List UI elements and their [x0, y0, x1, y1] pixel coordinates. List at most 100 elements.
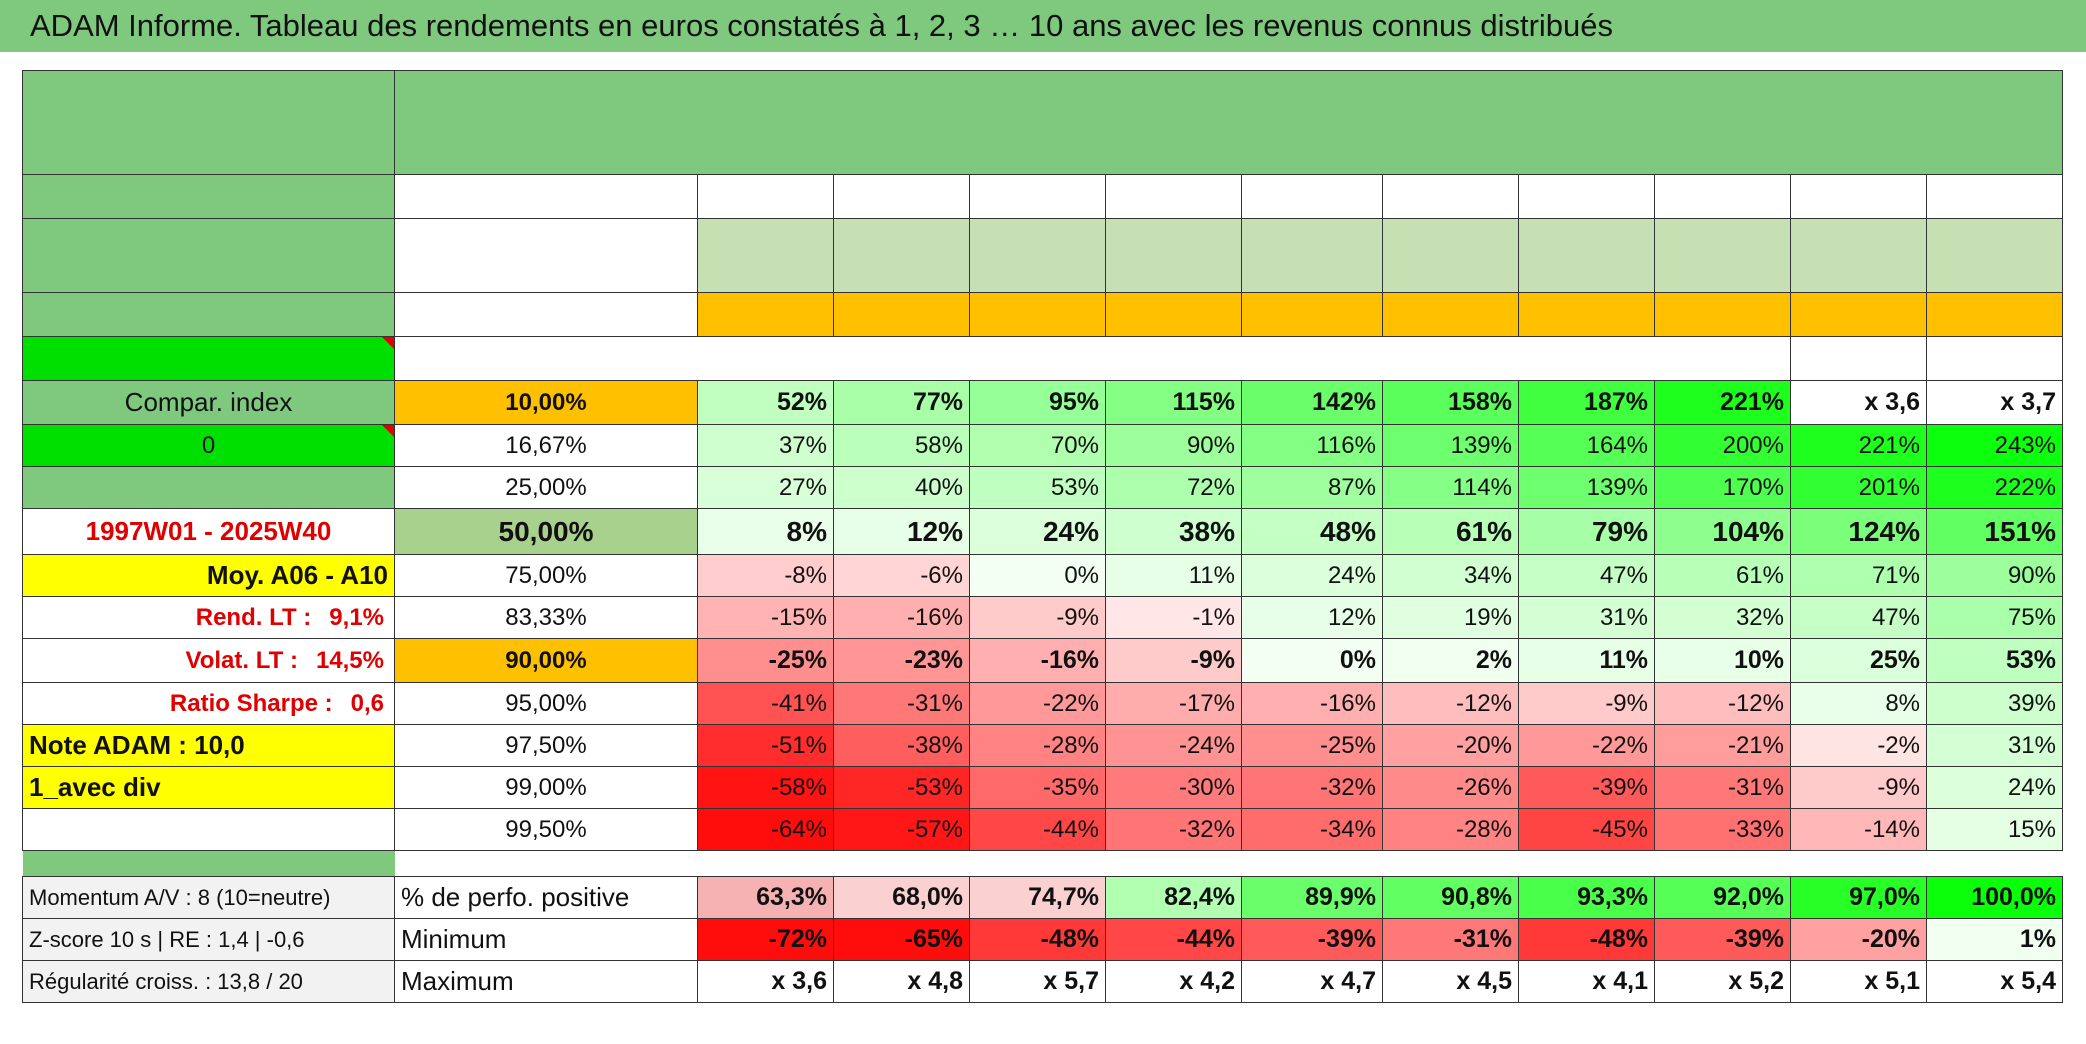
performance-cell: 90%	[1926, 554, 2063, 597]
annualized-return-value	[833, 218, 970, 293]
indicator-3: Régularité croiss. : 13,8 / 20	[22, 960, 395, 1003]
year-header	[1926, 174, 2063, 219]
report-title: ADAM Informe. Tableau des rendements en …	[0, 0, 2086, 52]
performance-cell: -26%	[1382, 766, 1519, 809]
minimum-value: -48%	[969, 918, 1106, 961]
performance-cell: 72%	[1105, 466, 1242, 509]
year-header	[1241, 174, 1383, 219]
annualized-return-value	[1105, 218, 1242, 293]
duration-label	[394, 174, 698, 219]
volatility-value	[1105, 292, 1242, 337]
performance-cell: -16%	[969, 638, 1106, 683]
maximum-value: x 5,1	[1790, 960, 1927, 1003]
volatility-value	[1382, 292, 1519, 337]
sharpe-ratio-wrap: Ratio Sharpe : 0,6	[29, 690, 388, 718]
performance-cell: -28%	[969, 724, 1106, 767]
positive-performance-pct: 63,3%	[697, 876, 834, 919]
probability-threshold: 50,00%	[394, 508, 698, 555]
performance-cell: -58%	[697, 766, 834, 809]
ticker-code	[22, 174, 395, 219]
performance-cell: -25%	[697, 638, 834, 683]
rend-lt-wrap: Rend. LT : 9,1%	[29, 604, 388, 632]
volatility-value	[1241, 292, 1383, 337]
performance-cell: -57%	[833, 808, 970, 851]
rend-lt: Rend. LT : 9,1%	[22, 596, 395, 639]
performance-cell: 115%	[1105, 380, 1242, 425]
performance-cell: -24%	[1105, 724, 1242, 767]
performance-cell: 24%	[1241, 554, 1383, 597]
probability-header	[394, 336, 1791, 381]
annualized-return-value	[1790, 218, 1927, 293]
minimum-value: -31%	[1382, 918, 1519, 961]
performance-cell: 170%	[1654, 466, 1791, 509]
performance-cell: 53%	[1926, 638, 2063, 683]
year-header	[1790, 174, 1927, 219]
performance-cell: -6%	[833, 554, 970, 597]
performance-cell: -20%	[1382, 724, 1519, 767]
volatility-label	[394, 292, 698, 337]
performance-cell: 11%	[1518, 638, 1655, 683]
sharpe-ratio: Ratio Sharpe : 0,6	[22, 682, 395, 725]
performance-cell: 139%	[1518, 466, 1655, 509]
positive-performance-pct: 82,4%	[1105, 876, 1242, 919]
performance-cell: 71%	[1790, 554, 1927, 597]
empty-cell	[1926, 336, 2063, 381]
positive-performance-pct: 100,0%	[1926, 876, 2063, 919]
probability-threshold: 25,00%	[394, 466, 698, 509]
performance-cell: -17%	[1105, 682, 1242, 725]
performance-cell: 201%	[1790, 466, 1927, 509]
annualized-return-value	[969, 218, 1106, 293]
performance-cell: -14%	[1790, 808, 1927, 851]
performance-cell: 32%	[1654, 596, 1791, 639]
performance-cell: 11%	[1105, 554, 1242, 597]
maximum-value: x 3,6	[697, 960, 834, 1003]
positive-performance-pct: 93,3%	[1518, 876, 1655, 919]
performance-cell: 39%	[1926, 682, 2063, 725]
performance-cell: -9%	[969, 596, 1106, 639]
performance-cell: 52%	[697, 380, 834, 425]
performance-cell: 48%	[1241, 508, 1383, 555]
maximum-value: x 5,2	[1654, 960, 1791, 1003]
maximum-value: x 4,8	[833, 960, 970, 1003]
performance-cell: -9%	[1790, 766, 1927, 809]
performance-cell: 12%	[1241, 596, 1383, 639]
performance-cell: 8%	[697, 508, 834, 555]
performance-cell: 38%	[1105, 508, 1242, 555]
performance-cell: -25%	[1241, 724, 1383, 767]
probability-threshold: 83,33%	[394, 596, 698, 639]
performance-cell: 34%	[1382, 554, 1519, 597]
performance-cell: -22%	[969, 682, 1106, 725]
rend-lt-label: Rend. LT :	[195, 603, 312, 631]
empty-cell	[1790, 336, 1927, 381]
performance-cell: 187%	[1518, 380, 1655, 425]
performance-cell: -31%	[1654, 766, 1791, 809]
performance-cell: 87%	[1241, 466, 1383, 509]
header-description	[394, 70, 2063, 175]
annualized-return-value	[1654, 218, 1791, 293]
performance-cell: 142%	[1241, 380, 1383, 425]
positive-performance-pct: 90,8%	[1382, 876, 1519, 919]
performance-cell: 116%	[1241, 424, 1383, 467]
indicator-1: Momentum A/V : 8 (10=neutre)	[22, 876, 395, 919]
positive-performance-pct-label: % de perfo. positive	[394, 876, 698, 919]
performance-cell: -8%	[697, 554, 834, 597]
performance-cell: 222%	[1926, 466, 2063, 509]
annualized-return-value	[1241, 218, 1383, 293]
performance-cell: 10%	[1654, 638, 1791, 683]
maximum-value: x 4,5	[1382, 960, 1519, 1003]
performance-cell: 243%	[1926, 424, 2063, 467]
performance-cell: -12%	[1382, 682, 1519, 725]
performance-cell: -22%	[1518, 724, 1655, 767]
minimum-value: -65%	[833, 918, 970, 961]
volat-lt-value: 14,5%	[315, 646, 384, 674]
performance-cell: 2%	[1382, 638, 1519, 683]
performance-cell: 221%	[1790, 424, 1927, 467]
moy-label: Moy. A06 - A10	[22, 554, 395, 597]
annualized-return-label	[394, 218, 698, 293]
minimum-value-label: Minimum	[394, 918, 698, 961]
performance-cell: 25%	[1790, 638, 1927, 683]
positive-performance-pct: 68,0%	[833, 876, 970, 919]
performance-cell: 24%	[1926, 766, 2063, 809]
performance-cell: 104%	[1654, 508, 1791, 555]
probability-threshold: 99,00%	[394, 766, 698, 809]
